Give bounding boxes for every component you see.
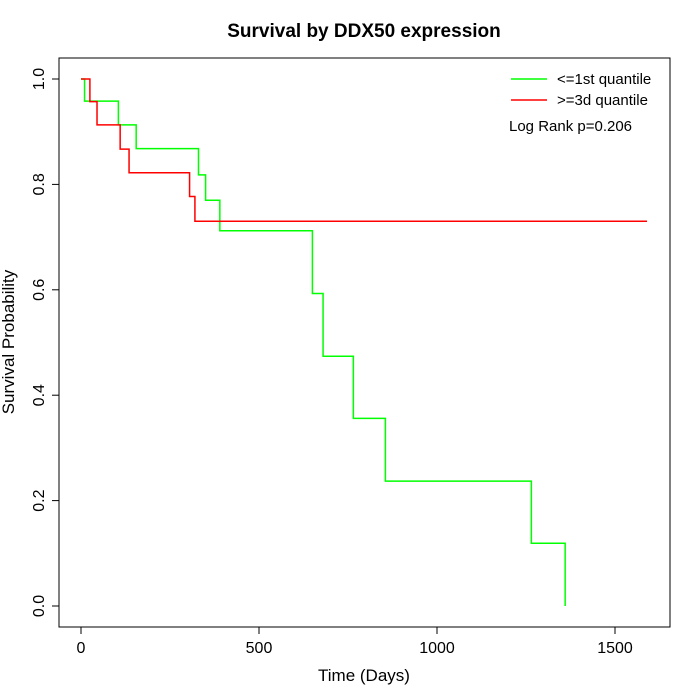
legend-label-high: >=3d quantile [557, 92, 648, 109]
plot-frame [58, 57, 671, 628]
y-tick-label: 0.8 [31, 173, 48, 195]
y-tick-label: 0.4 [31, 384, 48, 406]
legend-label-low: <=1st quantile [557, 71, 651, 88]
x-axis-label: Time (Days) [318, 666, 410, 685]
x-axis: 0 500 1000 1500 [77, 626, 633, 657]
y-tick-label: 1.0 [31, 68, 48, 90]
chart-title: Survival by DDX50 expression [227, 21, 501, 42]
legend: <=1st quantile >=3d quantile [511, 71, 651, 109]
survival-curve-low [81, 78, 566, 606]
series-layer [81, 78, 648, 606]
y-axis: 0.0 0.2 0.4 0.6 0.8 1.0 [31, 68, 60, 617]
log-rank-annotation: Log Rank p=0.206 [509, 118, 632, 135]
y-tick-label: 0.6 [31, 279, 48, 301]
x-tick-label: 1500 [597, 640, 633, 657]
y-axis-label: Survival Probability [0, 269, 18, 414]
y-tick-label: 0.0 [31, 595, 48, 617]
survival-curve-high [81, 78, 648, 223]
x-tick-label: 1000 [419, 640, 455, 657]
y-tick-label: 0.2 [31, 489, 48, 511]
x-tick-label: 0 [77, 640, 86, 657]
x-tick-label: 500 [246, 640, 273, 657]
